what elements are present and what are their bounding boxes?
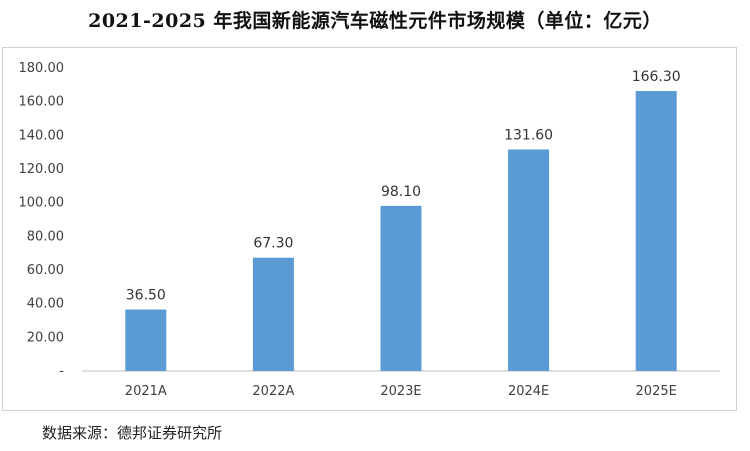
y-tick-label: 180.00 — [19, 61, 65, 76]
y-tick-label: 80.00 — [27, 229, 64, 244]
data-label-2025E: 166.30 — [632, 69, 681, 85]
source-note: 数据来源：德邦证券研究所 — [42, 424, 223, 442]
y-tick-label: 160.00 — [19, 95, 65, 110]
bar-2023E — [380, 205, 422, 371]
y-tick-label: 60.00 — [27, 263, 64, 278]
x-tick-label-2025E: 2025E — [636, 384, 677, 399]
x-tick-label-2021A: 2021A — [125, 384, 167, 399]
y-tick-label: 40.00 — [27, 297, 64, 312]
bar-2021A — [125, 309, 167, 371]
bar-2025E — [635, 91, 677, 371]
chart-title: 2021-2025 年我国新能源汽车磁性元件市场规模（单位：亿元） — [88, 10, 662, 32]
x-tick-label-2022A: 2022A — [252, 384, 294, 399]
chart-frame — [2, 47, 737, 411]
bar-2022A — [252, 257, 294, 371]
data-label-2023E: 98.10 — [381, 184, 421, 200]
data-label-2021A: 36.50 — [126, 288, 166, 304]
x-tick-label-2023E: 2023E — [380, 384, 421, 399]
bar-2024E — [508, 149, 550, 371]
y-tick-label: 100.00 — [19, 196, 65, 211]
y-tick-label: 140.00 — [19, 128, 65, 143]
y-tick-label: 120.00 — [19, 162, 65, 177]
x-tick-label-2024E: 2024E — [508, 384, 549, 399]
data-label-2024E: 131.60 — [504, 127, 553, 143]
data-label-2022A: 67.30 — [253, 236, 293, 252]
y-tick-label: 20.00 — [27, 330, 64, 345]
y-tick-label: - — [59, 364, 64, 379]
